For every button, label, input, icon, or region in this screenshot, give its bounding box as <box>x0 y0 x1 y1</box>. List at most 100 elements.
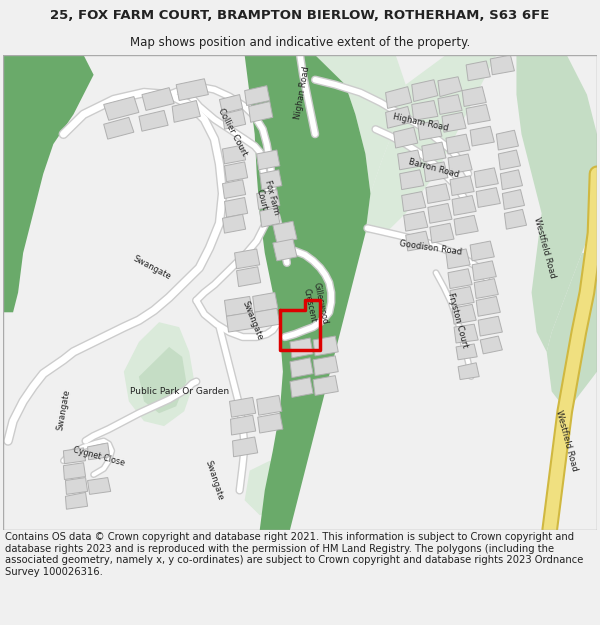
Polygon shape <box>478 316 502 336</box>
Polygon shape <box>245 86 270 106</box>
Polygon shape <box>474 279 499 298</box>
Text: Westfield Road: Westfield Road <box>554 409 579 472</box>
Polygon shape <box>476 188 500 208</box>
Polygon shape <box>290 338 313 357</box>
Polygon shape <box>124 322 194 426</box>
Polygon shape <box>452 196 476 215</box>
Polygon shape <box>315 55 406 194</box>
Polygon shape <box>454 324 478 343</box>
Polygon shape <box>139 111 168 131</box>
Polygon shape <box>223 109 245 129</box>
Polygon shape <box>412 80 438 101</box>
Polygon shape <box>466 61 490 81</box>
Polygon shape <box>245 55 370 530</box>
Polygon shape <box>458 362 479 379</box>
Polygon shape <box>472 261 496 281</box>
Polygon shape <box>273 239 297 261</box>
Polygon shape <box>422 142 446 162</box>
Polygon shape <box>365 55 496 233</box>
Polygon shape <box>257 396 282 415</box>
Polygon shape <box>466 104 490 124</box>
Polygon shape <box>142 88 174 111</box>
Polygon shape <box>474 168 499 187</box>
Polygon shape <box>104 118 134 139</box>
Polygon shape <box>65 492 88 509</box>
Polygon shape <box>480 336 502 354</box>
Polygon shape <box>412 101 438 120</box>
Polygon shape <box>446 249 470 269</box>
Text: Fryston Court: Fryston Court <box>446 292 470 349</box>
Polygon shape <box>438 94 462 114</box>
Polygon shape <box>386 87 412 109</box>
Polygon shape <box>230 415 256 435</box>
Text: Gilleswood
Crescent: Gilleswood Crescent <box>301 281 329 328</box>
Polygon shape <box>406 231 430 251</box>
Polygon shape <box>172 101 200 122</box>
Polygon shape <box>401 191 426 211</box>
Polygon shape <box>248 101 273 122</box>
Polygon shape <box>400 170 424 189</box>
Polygon shape <box>448 154 472 174</box>
Polygon shape <box>258 413 283 433</box>
Polygon shape <box>456 344 477 360</box>
Text: Contains OS data © Crown copyright and database right 2021. This information is : Contains OS data © Crown copyright and d… <box>5 532 583 577</box>
Text: Fox Farm
Court: Fox Farm Court <box>253 179 281 218</box>
Text: Swangate: Swangate <box>204 459 225 502</box>
Text: Swangate: Swangate <box>241 299 265 341</box>
Text: Barron Road: Barron Road <box>407 158 460 180</box>
Polygon shape <box>64 448 86 464</box>
Text: Westfield Road: Westfield Road <box>532 216 557 279</box>
Polygon shape <box>398 150 422 170</box>
Polygon shape <box>254 308 280 328</box>
Polygon shape <box>454 215 478 235</box>
Polygon shape <box>220 94 242 113</box>
Polygon shape <box>223 145 245 164</box>
Polygon shape <box>502 189 524 209</box>
Text: Nighan Road: Nighan Road <box>293 66 311 120</box>
Polygon shape <box>428 204 452 223</box>
Polygon shape <box>313 376 338 396</box>
Polygon shape <box>446 134 470 154</box>
Text: Collier Court: Collier Court <box>216 107 249 158</box>
Polygon shape <box>476 296 500 316</box>
Text: Swangate: Swangate <box>131 254 172 281</box>
Text: Swangate: Swangate <box>55 388 71 431</box>
Polygon shape <box>418 120 442 140</box>
Text: Goodison Road: Goodison Road <box>399 239 463 257</box>
Polygon shape <box>500 170 523 189</box>
Polygon shape <box>426 184 450 204</box>
Polygon shape <box>394 127 418 148</box>
Polygon shape <box>224 162 248 182</box>
Polygon shape <box>313 356 338 376</box>
Polygon shape <box>260 208 280 227</box>
Polygon shape <box>257 189 280 209</box>
Polygon shape <box>450 176 474 196</box>
Polygon shape <box>386 106 412 128</box>
Polygon shape <box>235 249 260 269</box>
Polygon shape <box>448 269 472 289</box>
Polygon shape <box>236 267 261 286</box>
Polygon shape <box>257 150 280 170</box>
Polygon shape <box>450 286 474 306</box>
Polygon shape <box>505 209 527 229</box>
Text: 25, FOX FARM COURT, BRAMPTON BIERLOW, ROTHERHAM, S63 6FE: 25, FOX FARM COURT, BRAMPTON BIERLOW, RO… <box>50 9 550 22</box>
Text: Higham Road: Higham Road <box>392 112 449 132</box>
Polygon shape <box>139 347 186 413</box>
Polygon shape <box>64 462 86 479</box>
Polygon shape <box>176 79 208 101</box>
Polygon shape <box>65 478 88 494</box>
Polygon shape <box>88 443 110 460</box>
Polygon shape <box>224 296 253 316</box>
Polygon shape <box>290 357 313 377</box>
Polygon shape <box>442 112 466 132</box>
Polygon shape <box>3 55 94 312</box>
Polygon shape <box>462 87 486 106</box>
Polygon shape <box>245 461 290 515</box>
Polygon shape <box>260 170 282 189</box>
Polygon shape <box>470 241 494 261</box>
Polygon shape <box>470 126 494 146</box>
Polygon shape <box>452 304 476 324</box>
Polygon shape <box>430 223 454 243</box>
Polygon shape <box>499 150 520 170</box>
Polygon shape <box>424 162 448 182</box>
